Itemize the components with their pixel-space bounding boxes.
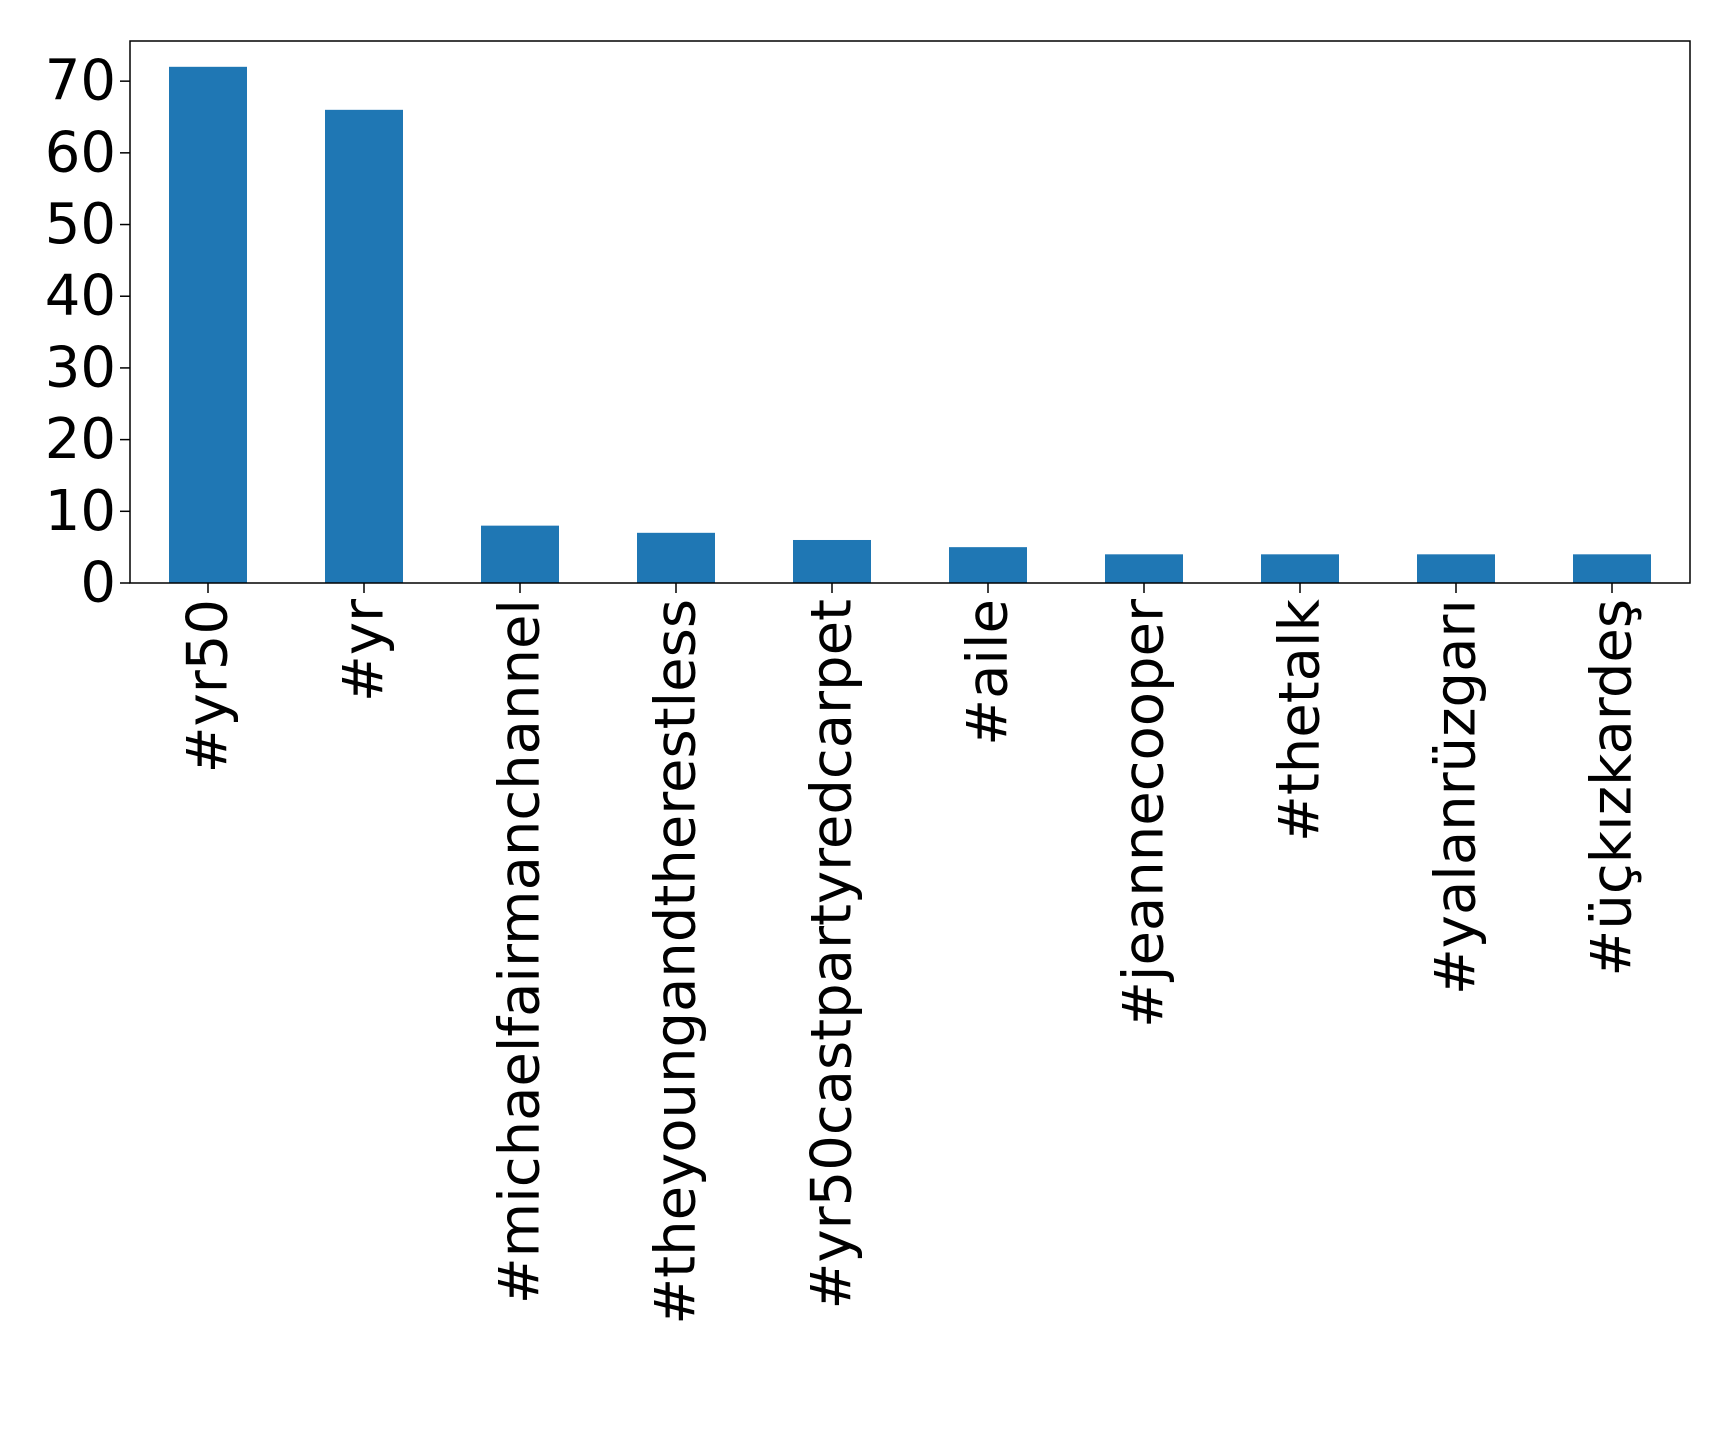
x-tick-label: #yr50castpartyredcarpet — [800, 599, 865, 1309]
bar — [481, 525, 559, 583]
x-tick-label: #aile — [956, 599, 1021, 746]
y-tick-label: 50 — [45, 192, 116, 257]
x-axis: #yr50 #yr #michaelfairmanchannel #theyounga… — [176, 583, 1645, 1325]
y-tick-label: 70 — [45, 49, 116, 114]
y-tick-label: 60 — [45, 120, 116, 185]
x-tick-label: #jeannecooper — [1112, 598, 1177, 1028]
x-tick-label: #theyoungandtherestless — [644, 599, 709, 1325]
y-tick-label: 30 — [45, 335, 116, 400]
bar — [949, 547, 1027, 583]
x-tick-label: #yalanrüzgarı — [1424, 599, 1489, 995]
bar — [793, 539, 871, 583]
x-tick-label: #thetalk — [1268, 598, 1333, 842]
y-tick-label: 40 — [45, 264, 116, 329]
x-tick-label: #yr — [332, 598, 397, 702]
x-tick-label: #üçkızkardeş — [1580, 599, 1645, 977]
bar — [1417, 554, 1495, 583]
y-tick-label: 20 — [45, 407, 116, 472]
y-tick-label: 10 — [45, 479, 116, 544]
bar — [169, 66, 247, 584]
x-tick-label: #michaelfairmanchannel — [488, 599, 553, 1304]
bar — [1105, 554, 1183, 583]
plot-frame — [129, 40, 1691, 584]
bars-layer — [169, 66, 1651, 584]
bar — [1261, 554, 1339, 583]
x-tick-label: #yr50 — [176, 599, 241, 773]
bar — [1573, 554, 1651, 583]
y-tick-label: 0 — [80, 551, 116, 616]
bar — [637, 532, 715, 583]
bar — [325, 109, 403, 584]
